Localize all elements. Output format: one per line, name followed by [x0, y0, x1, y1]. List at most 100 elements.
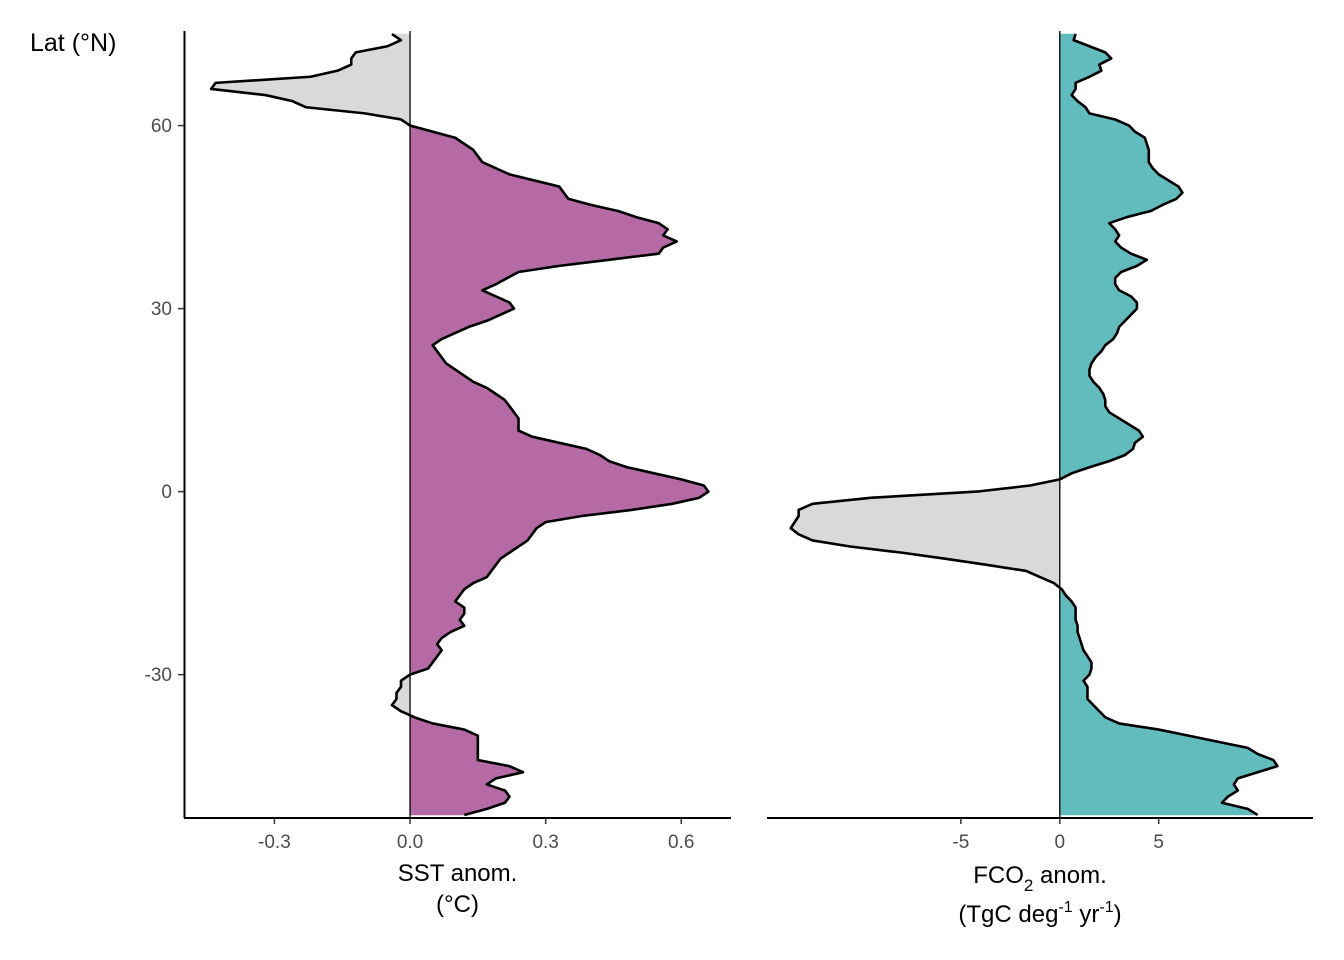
positive-anomaly-segment — [409, 497, 700, 505]
fco2-profile-line — [789, 33, 1279, 817]
positive-anomaly-segment — [1059, 326, 1120, 334]
positive-anomaly-segment — [1059, 375, 1094, 383]
positive-anomaly-segment — [1059, 771, 1258, 779]
positive-anomaly-segment — [1059, 686, 1088, 694]
positive-anomaly-segment — [409, 418, 519, 425]
positive-anomaly-segment — [409, 485, 709, 492]
positive-anomaly-segment — [409, 241, 677, 248]
positive-anomaly-segment — [1059, 235, 1120, 242]
negative-anomaly-segment — [350, 58, 411, 65]
y-axis-title: Lat (°N) — [30, 29, 116, 57]
positive-anomaly-segment — [1059, 430, 1144, 438]
positive-anomaly-segment — [1059, 167, 1160, 175]
positive-anomaly-segment — [409, 222, 669, 230]
y-tick-label: 30 — [151, 299, 172, 320]
fco2-x-axis-title-line2: (TgC deg-1 yr-1) — [958, 899, 1121, 928]
positive-anomaly-segment — [409, 778, 497, 785]
x-tick-label: 5 — [1153, 832, 1164, 853]
positive-anomaly-segment — [409, 216, 659, 224]
fco2-panel: -5 0 5 FCO2 anom. (TgC deg-1 yr-1) — [767, 31, 1313, 928]
positive-anomaly-segment — [409, 588, 465, 596]
x-tick-label: 0.6 — [668, 832, 694, 853]
negative-anomaly-segment — [210, 82, 411, 90]
negative-anomaly-segment — [798, 534, 1061, 541]
y-tick-label: 0 — [161, 482, 172, 503]
negative-anomaly-segment — [789, 527, 1061, 535]
y-tick-label: 60 — [151, 116, 172, 137]
positive-anomaly-segment — [409, 613, 465, 621]
fco2-units-c: ) — [1114, 901, 1122, 928]
positive-anomaly-segment — [409, 228, 669, 236]
sst-panel: 60 30 0 -30 -0.3 0.0 0.3 0.6 SST anom. (°C) — [145, 31, 731, 918]
negative-anomaly-segment — [798, 503, 1061, 511]
positive-anomaly-segment — [1059, 796, 1229, 804]
positive-anomaly-segment — [409, 198, 591, 206]
positive-anomaly-segment — [1059, 283, 1120, 291]
positive-anomaly-segment — [409, 558, 502, 566]
positive-anomaly-segment — [409, 399, 511, 407]
negative-anomaly-segment — [798, 509, 1061, 517]
positive-anomaly-segment — [1059, 808, 1259, 816]
fco2-title-fco: FCO — [973, 862, 1024, 889]
positive-anomaly-segment — [409, 235, 677, 242]
positive-anomaly-segment — [409, 479, 704, 486]
positive-anomaly-segment — [409, 607, 465, 614]
positive-anomaly-segment — [1059, 753, 1274, 761]
positive-anomaly-segment — [1059, 668, 1092, 675]
positive-anomaly-segment — [409, 186, 569, 200]
positive-anomaly-segment — [409, 741, 479, 749]
positive-anomaly-segment — [1059, 747, 1259, 755]
positive-anomaly-segment — [1059, 174, 1170, 181]
fco2-area — [789, 33, 1278, 816]
positive-anomaly-segment — [1059, 790, 1239, 797]
positive-anomaly-segment — [1059, 320, 1126, 328]
positive-anomaly-segment — [1059, 308, 1138, 315]
positive-anomaly-segment — [409, 753, 479, 761]
positive-anomaly-segment — [409, 747, 479, 755]
positive-anomaly-segment — [409, 302, 515, 309]
positive-anomaly-segment — [409, 570, 492, 578]
positive-anomaly-segment — [1059, 222, 1116, 230]
positive-anomaly-segment — [1059, 344, 1106, 352]
positive-anomaly-segment — [409, 546, 520, 553]
positive-anomaly-segment — [409, 527, 538, 535]
negative-anomaly-segment — [292, 100, 411, 108]
positive-anomaly-segment — [409, 204, 619, 212]
fco2-title-subscript: 2 — [1024, 876, 1033, 895]
positive-anomaly-segment — [1059, 155, 1150, 163]
negative-anomaly-segment — [790, 521, 1061, 529]
positive-anomaly-segment — [1059, 405, 1110, 413]
positive-anomaly-segment — [1059, 125, 1136, 132]
x-tick-label: -0.3 — [258, 832, 291, 853]
fco2-units-b: yr — [1073, 901, 1100, 928]
positive-anomaly-segment — [409, 790, 511, 797]
y-axis-ticks: 60 30 0 -30 — [145, 116, 184, 686]
positive-anomaly-segment — [409, 521, 547, 529]
x-tick-label: -5 — [952, 832, 969, 853]
sst-profile-line — [209, 32, 710, 817]
positive-anomaly-segment — [409, 552, 511, 560]
positive-anomaly-segment — [409, 735, 479, 743]
positive-anomaly-segment — [409, 411, 520, 419]
positive-anomaly-segment — [409, 540, 529, 547]
negative-anomaly-segment — [794, 515, 1061, 523]
positive-anomaly-segment — [409, 247, 664, 254]
positive-anomaly-segment — [1059, 277, 1116, 285]
positive-anomaly-segment — [1059, 399, 1106, 407]
negative-anomaly-segment — [396, 692, 411, 700]
positive-anomaly-segment — [1059, 759, 1278, 767]
fco2-x-axis-title-line1: FCO2 anom. — [973, 862, 1107, 895]
positive-anomaly-segment — [1059, 259, 1148, 267]
positive-anomaly-segment — [1059, 448, 1134, 456]
positive-anomaly-segment — [1059, 186, 1183, 193]
positive-anomaly-segment — [409, 466, 655, 474]
positive-anomaly-segment — [1059, 332, 1118, 340]
positive-anomaly-segment — [1059, 436, 1144, 444]
positive-anomaly-segment — [409, 564, 497, 572]
positive-anomaly-segment — [1059, 198, 1177, 206]
positive-anomaly-segment — [409, 430, 533, 438]
positive-anomaly-segment — [1059, 180, 1180, 187]
positive-anomaly-segment — [1059, 314, 1132, 322]
sst-x-axis-title-line1: SST anom. — [398, 860, 518, 887]
positive-anomaly-segment — [409, 619, 465, 627]
